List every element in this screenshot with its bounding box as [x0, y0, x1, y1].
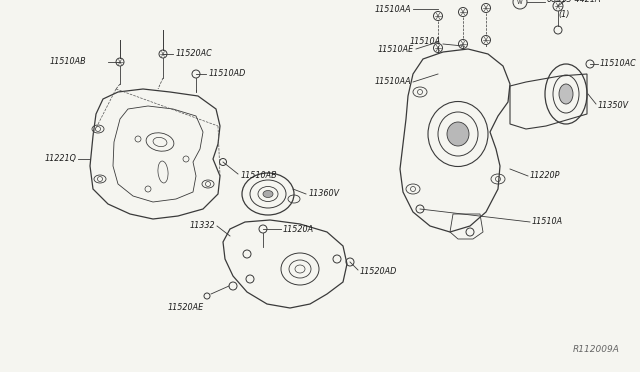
Text: 11520A: 11520A	[568, 0, 599, 3]
Text: 11510AA: 11510AA	[374, 4, 411, 13]
Text: 11510AC: 11510AC	[600, 60, 637, 68]
Text: 11520AC: 11520AC	[176, 49, 212, 58]
Text: 11520A: 11520A	[283, 224, 314, 234]
Text: 11221Q: 11221Q	[44, 154, 76, 164]
Text: 11510A: 11510A	[532, 218, 563, 227]
Text: 11220P: 11220P	[530, 171, 561, 180]
Text: R112009A: R112009A	[573, 346, 620, 355]
Ellipse shape	[447, 122, 469, 146]
Text: 11360V: 11360V	[309, 189, 340, 199]
Ellipse shape	[559, 84, 573, 104]
Text: (1): (1)	[558, 10, 570, 19]
Ellipse shape	[263, 190, 273, 198]
Text: 11332: 11332	[189, 221, 215, 231]
Text: 11520AD: 11520AD	[360, 267, 397, 276]
Text: 11350V: 11350V	[598, 102, 629, 110]
Text: 11510AB: 11510AB	[50, 58, 86, 67]
Text: 11510AE: 11510AE	[378, 45, 414, 54]
Text: 11510A: 11510A	[410, 38, 441, 46]
Text: 11520AE: 11520AE	[168, 304, 204, 312]
Text: 11510AA: 11510AA	[374, 77, 411, 87]
Text: w: w	[517, 0, 523, 5]
Text: 11510AB: 11510AB	[241, 171, 278, 180]
Text: 11510AD: 11510AD	[209, 70, 246, 78]
Text: 08313-4421A: 08313-4421A	[547, 0, 602, 4]
